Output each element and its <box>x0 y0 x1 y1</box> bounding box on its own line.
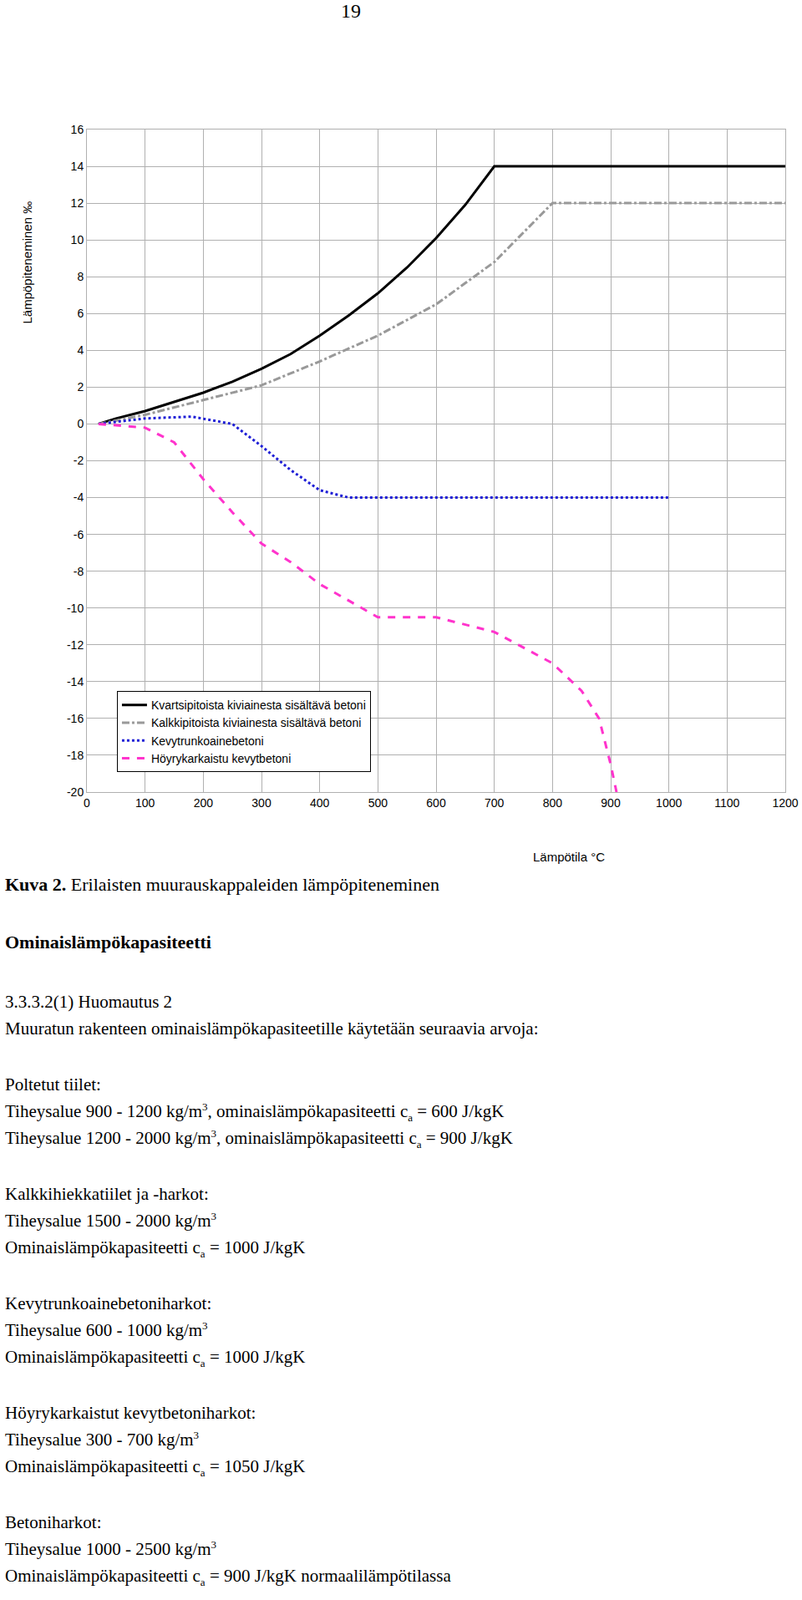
svg-text:4: 4 <box>76 343 84 357</box>
html-text:Tiheysalue 1000 - 2500 kg/m3: Tiheysalue 1000 - 2500 kg/m3 <box>5 1538 217 1559</box>
html-text:Ominaislämpökapasiteetti: Ominaislämpökapasiteetti <box>5 931 212 953</box>
svg-text:Lämpötila °C: Lämpötila °C <box>532 849 605 864</box>
svg-text:1000: 1000 <box>655 796 682 810</box>
svg-text:-8: -8 <box>73 564 85 579</box>
svg-text:Kalkkipitoista kiviainesta sis: Kalkkipitoista kiviainesta sisältävä bet… <box>151 715 361 730</box>
svg-text:200: 200 <box>193 796 214 810</box>
svg-text:900: 900 <box>600 796 621 810</box>
svg-text:Kvartsipitoista kiviainesta si: Kvartsipitoista kiviainesta sisältävä be… <box>151 698 366 712</box>
svg-text:800: 800 <box>543 796 564 810</box>
html-text:19: 19 <box>340 0 361 22</box>
svg-text:-6: -6 <box>73 527 85 542</box>
svg-text:-10: -10 <box>66 601 84 615</box>
svg-text:600: 600 <box>426 796 447 810</box>
html-text:Tiheysalue 300 - 700 kg/m3: Tiheysalue 300 - 700 kg/m3 <box>5 1428 199 1450</box>
svg-text:700: 700 <box>484 796 505 810</box>
html-text:Ominaislämpökapasiteetti ca= 1: Ominaislämpökapasiteetti ca= 1050 J/kgK <box>5 1456 306 1479</box>
svg-text:-20: -20 <box>66 785 84 799</box>
svg-text:16: 16 <box>71 122 85 137</box>
svg-text:Kevytrunkoainebetoni: Kevytrunkoainebetoni <box>151 734 264 748</box>
svg-text:-18: -18 <box>66 748 84 762</box>
svg-text:6: 6 <box>76 306 84 320</box>
svg-text:Lämpöpiteneminen ‰: Lämpöpiteneminen ‰ <box>20 201 35 325</box>
svg-text:100: 100 <box>135 796 156 810</box>
html-text:Muuratun rakenteen ominaislämp: Muuratun rakenteen ominaislämpökapasitee… <box>5 1018 539 1039</box>
svg-text:1100: 1100 <box>714 796 740 810</box>
svg-text:500: 500 <box>368 796 389 810</box>
html-text:Höyrykarkaistut kevytbetonihar: Höyrykarkaistut kevytbetoniharkot: <box>5 1402 256 1423</box>
svg-text:8: 8 <box>76 269 84 284</box>
svg-text:14: 14 <box>71 159 85 173</box>
svg-text:1200: 1200 <box>771 796 798 810</box>
html-text:Ominaislämpökapasiteetti ca= 1: Ominaislämpökapasiteetti ca= 1000 J/kgK <box>5 1346 306 1370</box>
svg-text:2: 2 <box>76 380 84 394</box>
svg-text:0: 0 <box>83 796 91 810</box>
svg-text:-2: -2 <box>73 453 85 467</box>
svg-text:300: 300 <box>251 796 272 810</box>
html-text:Tiheysalue 600 - 1000 kg/m3: Tiheysalue 600 - 1000 kg/m3 <box>5 1319 208 1341</box>
html-text:3.3.3.2(1) Huomautus 2: 3.3.3.2(1) Huomautus 2 <box>5 991 173 1012</box>
html-text:Ominaislämpökapasiteetti ca= 9: Ominaislämpökapasiteetti ca= 900 J/kgK n… <box>5 1565 451 1589</box>
svg-text:-14: -14 <box>66 675 84 689</box>
html-text:Kevytrunkoainebetoniharkot:: Kevytrunkoainebetoniharkot: <box>5 1293 212 1314</box>
html-text:Poltetut tiilet:: Poltetut tiilet: <box>5 1074 102 1095</box>
svg-text:-4: -4 <box>73 490 85 504</box>
svg-text:12: 12 <box>71 196 85 210</box>
html-text:Tiheysalue 900 - 1200 kg/m3, o: Tiheysalue 900 - 1200 kg/m3, ominaislämp… <box>5 1100 505 1124</box>
svg-text:10: 10 <box>71 233 85 247</box>
svg-text:-12: -12 <box>66 638 84 652</box>
html-text:Tiheysalue 1200 - 2000 kg/m3,: Tiheysalue 1200 - 2000 kg/m3, ominaisläm… <box>5 1126 513 1151</box>
html-text:Tiheysalue 1500 - 2000 kg/m3: Tiheysalue 1500 - 2000 kg/m3 <box>5 1209 217 1231</box>
svg-text:0: 0 <box>76 416 84 431</box>
html-text:Ominaislämpökapasiteetti ca= 1: Ominaislämpökapasiteetti ca= 1000 J/kgK <box>5 1237 306 1260</box>
html-text:Betoniharkot:: Betoniharkot: <box>5 1512 102 1533</box>
svg-text:400: 400 <box>309 796 330 810</box>
svg-text:-16: -16 <box>66 711 84 726</box>
svg-text:Höyrykarkaistu kevytbetoni: Höyrykarkaistu kevytbetoni <box>151 751 291 766</box>
html-text:Kuva 2. Erilaisten muurauskapp: Kuva 2. Erilaisten muurauskappaleiden lä… <box>5 873 440 895</box>
html-text:Kalkkihiekkatiilet ja -harkot:: Kalkkihiekkatiilet ja -harkot: <box>5 1183 209 1204</box>
